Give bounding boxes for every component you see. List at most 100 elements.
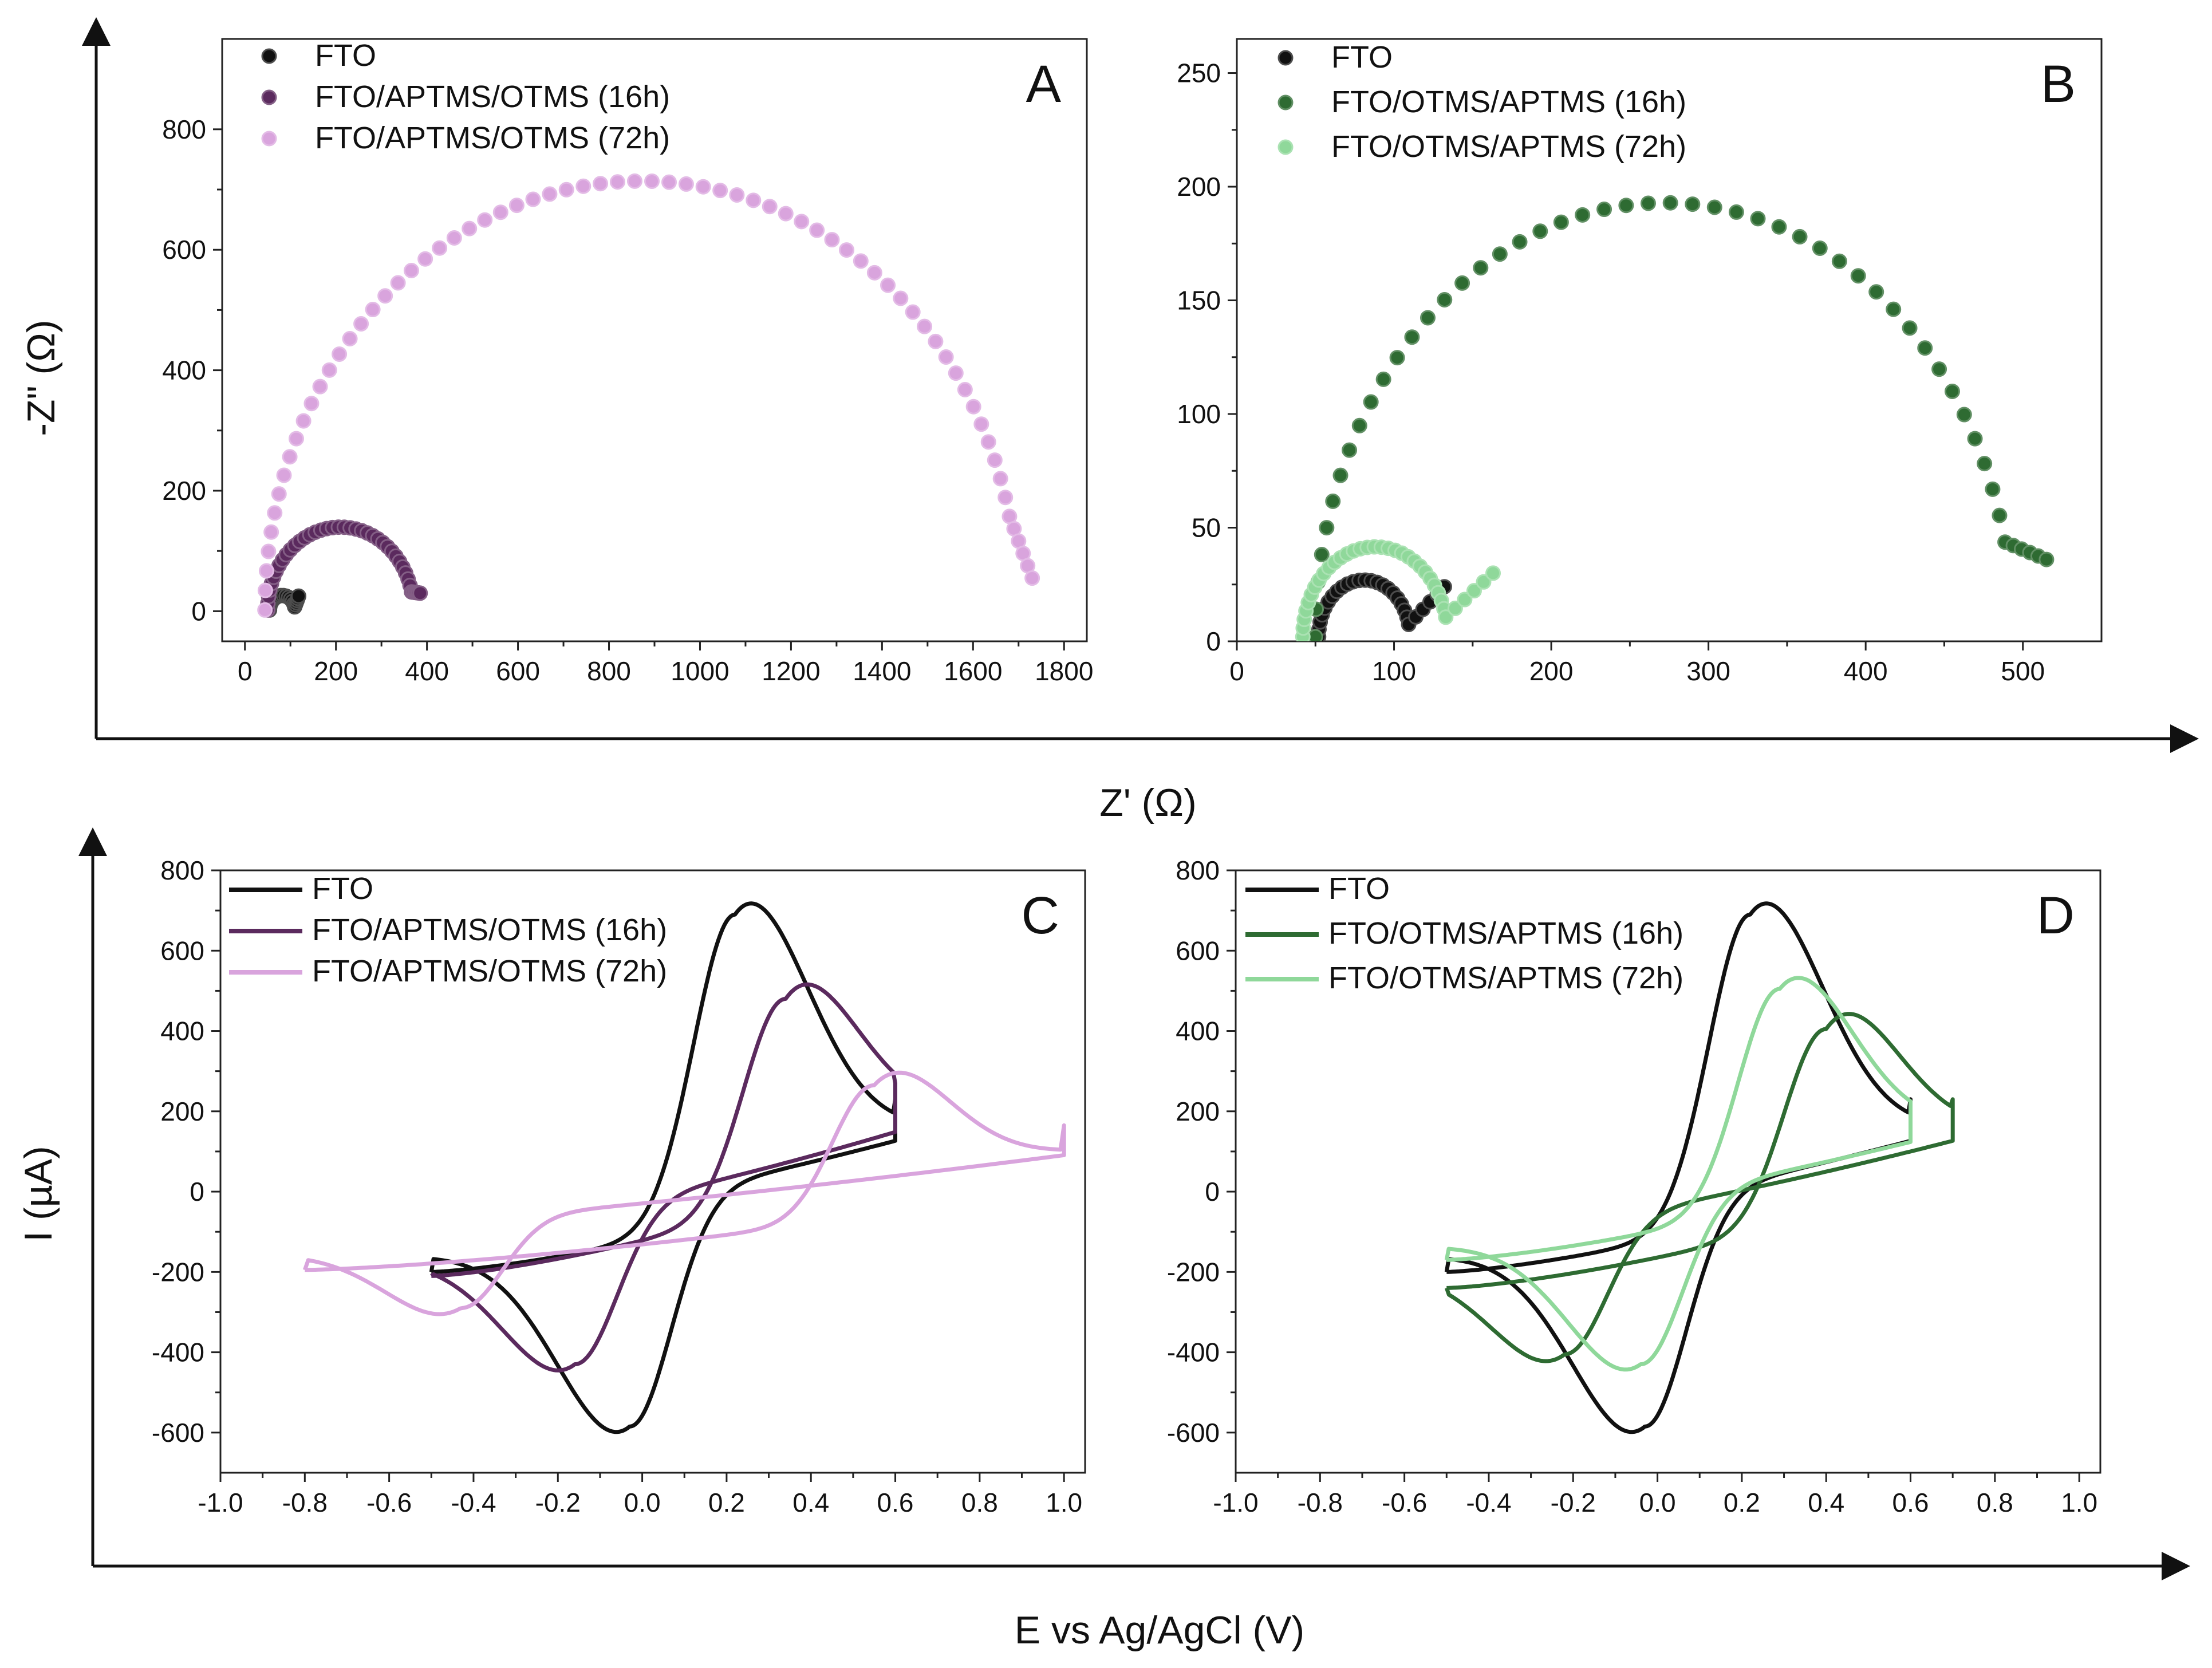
x-tick-label: 100 [1372, 656, 1416, 686]
series-light-purple-curve [302, 1070, 1066, 1316]
data-point [948, 365, 964, 381]
data-point [1992, 507, 2008, 523]
x-tick-label: 500 [2001, 656, 2045, 686]
data-point [291, 588, 307, 604]
y-tick-label: -400 [152, 1338, 204, 1367]
data-point [992, 471, 1008, 487]
x-tick-label: 0.4 [792, 1488, 829, 1517]
x-tick-label: -0.8 [1298, 1488, 1343, 1517]
y-tick-label: 50 [1192, 513, 1221, 543]
data-point [258, 563, 274, 579]
series-dark-purple-markers [259, 519, 428, 618]
x-tick-label: 0 [238, 656, 253, 686]
y-tick-label: 200 [1177, 172, 1221, 202]
legend-label: FTO/OTMS/APTMS (16h) [1328, 916, 1683, 951]
series-light-green-curve [1444, 976, 1913, 1372]
data-point [678, 176, 694, 192]
x-tick-label: 400 [405, 656, 449, 686]
x-tick-label: -0.6 [1382, 1488, 1427, 1517]
plot-frame [1236, 38, 2103, 642]
plot-frame [1235, 869, 2101, 1474]
data-point [1476, 574, 1492, 590]
x-tick-label: 0 [1229, 656, 1244, 686]
data-point [412, 585, 428, 601]
y-tick-label: 400 [162, 356, 206, 385]
legend-label: FTO [1331, 40, 1393, 74]
data-point [987, 452, 1003, 468]
data-point [257, 582, 273, 598]
panel-letter: B [2041, 55, 2076, 113]
data-point [417, 251, 433, 267]
data-point [1956, 407, 1972, 423]
data-point [263, 524, 279, 540]
data-point [1342, 442, 1358, 458]
data-point [303, 396, 320, 412]
y-tick-label: 400 [1176, 1016, 1220, 1046]
data-point [1831, 253, 1847, 269]
data-point [1868, 284, 1884, 300]
x-tick-label: 1800 [1035, 656, 1093, 686]
series-dark-green-markers [1307, 195, 2055, 641]
y-tick-label: 200 [1176, 1097, 1220, 1126]
data-point [1575, 207, 1591, 223]
legend-label: FTO/APTMS/OTMS (72h) [315, 121, 670, 155]
data-point [729, 187, 745, 203]
data-point [853, 253, 869, 269]
data-point [342, 330, 358, 346]
data-point [1485, 565, 1501, 581]
legend-label: FTO/APTMS/OTMS (72h) [312, 954, 667, 988]
data-point [492, 204, 508, 220]
data-point [809, 222, 825, 238]
x-tick-label: 1.0 [2061, 1488, 2097, 1517]
data-point [1917, 340, 1933, 356]
x-tick-label: 1600 [944, 656, 1002, 686]
plot-area [302, 901, 1066, 1434]
panel-b-eis-nyquist: 0 100 200 300 400 500 0 50 100 150 200 250 FTO FTO/OT… [1177, 38, 2103, 686]
data-point [377, 288, 393, 304]
data-point [477, 212, 493, 228]
y-tick-label: 0 [190, 1177, 204, 1206]
data-point [525, 191, 541, 207]
plot-area [1444, 901, 1955, 1434]
legend-label: FTO/OTMS/APTMS (72h) [1328, 961, 1683, 995]
x-tick-label: 300 [1686, 656, 1730, 686]
data-point [905, 304, 921, 320]
y-tick-label: 600 [1176, 936, 1220, 965]
data-point [712, 183, 728, 199]
data-point [644, 173, 660, 189]
y-tick-label: -200 [1167, 1257, 1220, 1287]
data-point [267, 505, 283, 521]
y-tick-label: -400 [1167, 1338, 1220, 1367]
x-tick-label: 0.8 [961, 1488, 998, 1517]
x-tick-label: 0.0 [624, 1488, 661, 1517]
x-tick-label: -0.2 [535, 1488, 581, 1517]
legend-label: FTO/OTMS/APTMS (72h) [1331, 129, 1686, 164]
data-point [1314, 547, 1330, 563]
legend-label: FTO/APTMS/OTMS (16h) [312, 913, 667, 947]
data-point [1596, 202, 1612, 218]
data-point [542, 186, 558, 202]
data-point [321, 362, 337, 378]
x-tick-label: 0.2 [1724, 1488, 1760, 1517]
data-point [295, 413, 312, 429]
data-point [938, 349, 954, 365]
legend: FTO FTO/OTMS/APTMS (16h) FTO/OTMS/APTMS (7… [1245, 872, 1683, 995]
data-point [508, 198, 525, 214]
y-tick-label: 150 [1177, 286, 1221, 316]
panel-letter: D [2037, 886, 2075, 945]
data-point [609, 174, 625, 190]
x-tick-label: 1200 [762, 656, 820, 686]
data-point [1750, 211, 1766, 227]
data-point [661, 174, 677, 190]
x-tick-label: 0.8 [1977, 1488, 2013, 1517]
x-tick-label: 0.6 [1892, 1488, 1929, 1517]
x-tick-label: 600 [496, 656, 540, 686]
legend: FTO FTO/APTMS/OTMS (16h) FTO/APTMS/OTMS (7… [229, 872, 667, 988]
data-point [1771, 219, 1787, 235]
data-point [1618, 198, 1634, 214]
data-point [1850, 268, 1866, 284]
data-point [432, 240, 448, 256]
y-tick-label: 0 [1205, 1177, 1220, 1206]
data-point [558, 182, 574, 198]
data-point [1447, 600, 1463, 616]
